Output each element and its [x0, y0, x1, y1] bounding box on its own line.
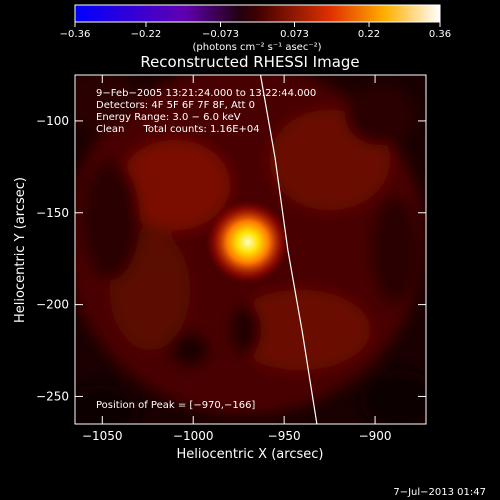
solar-limb-line	[259, 75, 318, 424]
footer-timestamp: 7−Jul−2013 01:47	[393, 487, 486, 498]
colorbar-tick-label: −0.073	[202, 29, 239, 40]
colorbar-ticks: −0.36 −0.22 −0.073 0.073 0.22 0.36	[60, 22, 451, 40]
x-axis-label: Heliocentric X (arcsec)	[177, 447, 324, 462]
peak-source	[205, 200, 290, 285]
x-tick-label: −1050	[82, 429, 123, 443]
colorbar-units: (photons cm⁻² s⁻¹ asec⁻²)	[192, 42, 321, 53]
annotation-energy-range: Energy Range: 3.0 − 6.0 keV	[96, 112, 241, 123]
y-tick-label: −150	[36, 206, 69, 220]
y-tick-label: −250	[36, 389, 69, 403]
peak-position-label: Position of Peak = [−970,−166]	[96, 400, 255, 411]
annotation-time-range: 9−Feb−2005 13:21:24.000 to 13:22:44.000	[96, 88, 316, 99]
colorbar-tick-label: 0.073	[280, 29, 309, 40]
y-tick-label: −100	[36, 114, 69, 128]
y-axis-label: Heliocentric Y (arcsec)	[13, 177, 28, 323]
plot-frame	[74, 74, 427, 425]
heatmap-image	[75, 75, 426, 424]
y-tick-label: −200	[36, 298, 69, 312]
annotation-clean-counts: Clean Total counts: 1.16E+04	[96, 124, 260, 135]
colorbar-tick-label: −0.22	[131, 29, 162, 40]
colorbar	[74, 4, 441, 23]
chart-title: Reconstructed RHESSI Image	[140, 53, 359, 71]
annotation-detectors: Detectors: 4F 5F 6F 7F 8F, Att 0	[96, 100, 255, 111]
x-tick-label: −1000	[173, 429, 214, 443]
colorbar-tick-label: 0.22	[358, 29, 380, 40]
colorbar-tick-label: −0.36	[60, 29, 91, 40]
colorbar-tick-label: 0.36	[429, 29, 451, 40]
x-tick-label: −900	[359, 429, 392, 443]
x-tick-label: −950	[268, 429, 301, 443]
axis-ticks: −1050 −1000 −950 −900 −100 −150 −200 −250	[36, 75, 426, 443]
